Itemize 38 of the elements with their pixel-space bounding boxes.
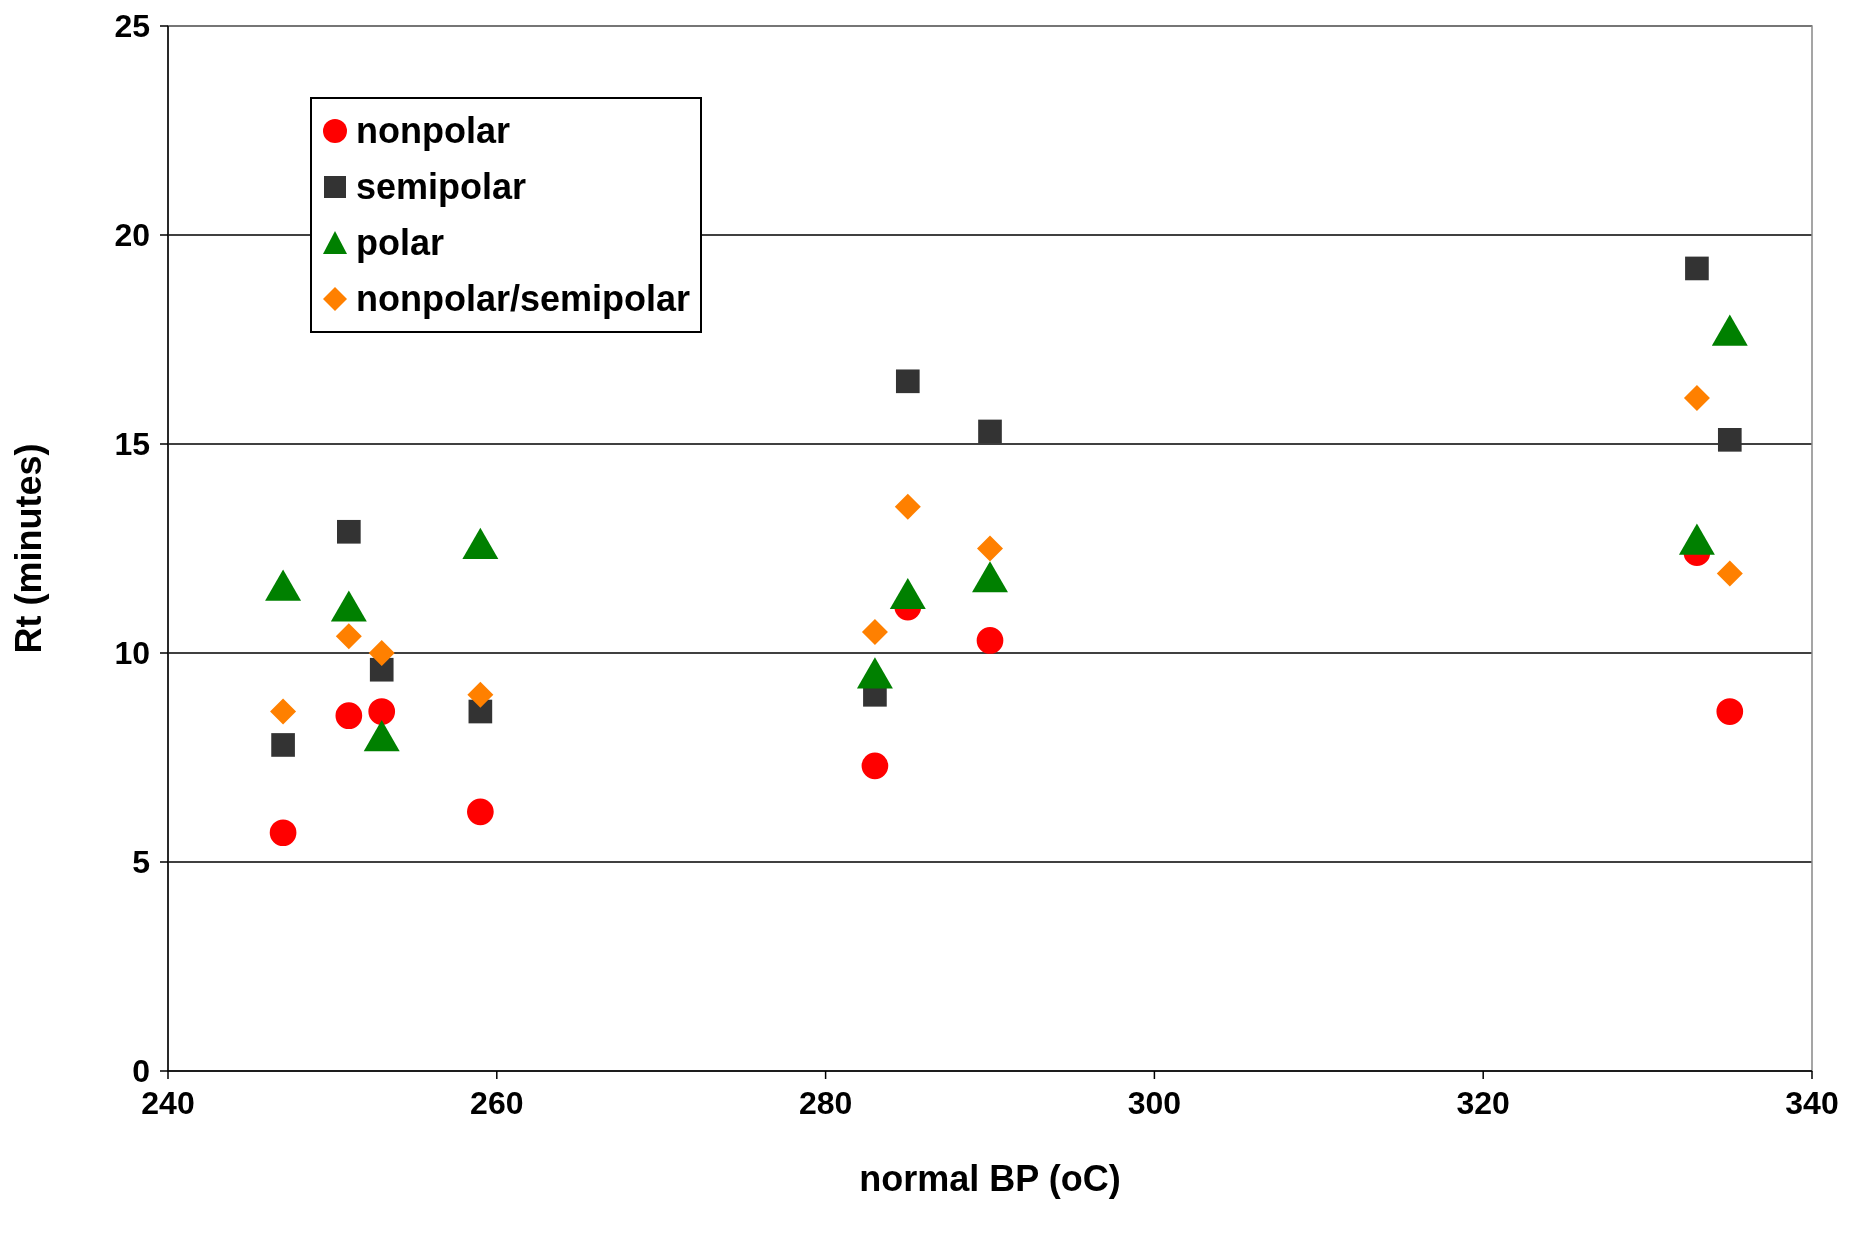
y-tick-label: 10	[114, 635, 150, 672]
point	[368, 640, 395, 666]
point	[1683, 385, 1710, 412]
x-tick-label: 300	[1127, 1084, 1182, 1121]
point	[271, 733, 295, 757]
point	[861, 752, 889, 780]
point	[368, 698, 396, 725]
point	[467, 681, 494, 708]
x-tick-label: 280	[798, 1084, 853, 1121]
point	[1685, 256, 1709, 281]
point	[467, 798, 494, 826]
point	[270, 698, 297, 725]
y-tick-label: 20	[114, 217, 150, 254]
point	[978, 419, 1002, 444]
point	[269, 819, 297, 847]
x-tick-label: 320	[1456, 1084, 1510, 1121]
point	[1716, 560, 1743, 587]
point	[861, 619, 888, 646]
point	[894, 493, 921, 520]
y-tick-label: 5	[132, 844, 150, 881]
point	[977, 535, 1003, 562]
point	[337, 519, 361, 544]
x-tick-label: 260	[470, 1084, 524, 1121]
point	[976, 627, 1004, 654]
y-axis-title: Rt (minutes)	[7, 443, 49, 654]
legend-label: semipolar	[356, 165, 527, 209]
point	[335, 702, 363, 730]
legend-label: nonpolar	[356, 109, 510, 153]
x-tick-label: 340	[1785, 1084, 1839, 1121]
point	[895, 369, 920, 394]
point	[1716, 698, 1744, 725]
legend-label: nonpolar/semipolar	[356, 277, 691, 321]
y-tick-label: 15	[114, 426, 150, 463]
y-tick-label: 25	[114, 8, 150, 45]
point	[335, 623, 362, 650]
legend-label: polar	[356, 221, 445, 265]
point	[1717, 427, 1742, 452]
x-axis-title: normal BP (oC)	[859, 1158, 1121, 1199]
